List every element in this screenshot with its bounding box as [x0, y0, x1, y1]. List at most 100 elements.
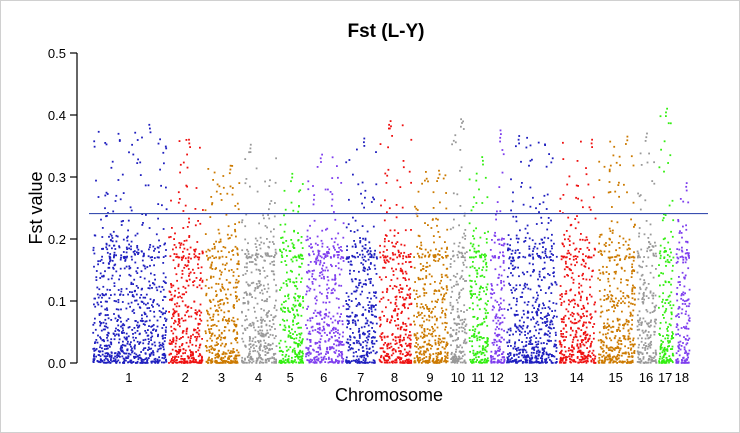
snp-point: [414, 345, 416, 348]
snp-point: [323, 275, 325, 278]
snp-point: [152, 350, 154, 352]
snp-point: [215, 325, 218, 327]
snp-point: [495, 218, 497, 221]
snp-point: [151, 343, 154, 346]
snp-point: [267, 336, 270, 338]
snp-point: [205, 294, 208, 297]
snp-point: [327, 269, 329, 272]
snp-point: [278, 359, 281, 362]
snp-point: [334, 319, 337, 322]
snp-point: [551, 247, 553, 250]
snp-point: [500, 302, 502, 305]
snp-point: [233, 307, 235, 309]
snp-point: [350, 263, 353, 266]
snp-point: [417, 347, 420, 350]
snp-point: [434, 342, 437, 344]
snp-point: [254, 243, 257, 245]
snp-point: [313, 194, 316, 196]
snp-point: [546, 324, 548, 326]
snp-point: [483, 317, 485, 320]
snp-point: [399, 334, 402, 337]
snp-point: [103, 355, 106, 358]
snp-point: [369, 256, 372, 258]
snp-point: [364, 189, 367, 192]
snp-point: [375, 351, 378, 354]
snp-point: [442, 288, 445, 290]
snp-point: [355, 285, 358, 288]
snp-point: [398, 341, 401, 344]
snp-point: [95, 355, 97, 358]
snp-point: [348, 346, 350, 348]
snp-point: [483, 290, 485, 293]
snp-point: [162, 256, 165, 258]
snp-point: [458, 291, 461, 294]
snp-point: [215, 353, 218, 356]
snp-point: [428, 314, 430, 317]
snp-point: [269, 348, 272, 351]
snp-point: [293, 296, 295, 299]
snp-point: [241, 310, 243, 313]
snp-point: [394, 309, 397, 312]
snp-point: [174, 232, 176, 235]
snp-point: [100, 337, 102, 340]
snp-point: [345, 161, 348, 164]
snp-point: [265, 361, 268, 364]
snp-point: [457, 314, 460, 317]
snp-point: [468, 222, 471, 225]
snp-point: [165, 358, 167, 361]
snp-point: [349, 230, 352, 232]
snp-point: [207, 248, 210, 251]
snp-point: [532, 296, 535, 299]
snp-point: [548, 314, 550, 316]
snp-point: [528, 253, 531, 256]
snp-point: [174, 357, 176, 359]
snp-point: [280, 254, 283, 257]
snp-point: [215, 256, 217, 259]
snp-point: [536, 360, 538, 363]
snp-point: [445, 322, 448, 325]
snp-point: [161, 357, 164, 359]
snp-point: [491, 355, 494, 358]
snp-point: [419, 350, 422, 353]
snp-point: [355, 358, 358, 361]
snp-point: [266, 226, 268, 229]
snp-point: [437, 342, 440, 344]
snp-point: [495, 351, 498, 353]
snp-point: [423, 357, 426, 359]
snp-point: [340, 284, 343, 287]
snp-point: [99, 272, 102, 275]
snp-point: [346, 245, 348, 248]
snp-point: [337, 298, 340, 300]
snp-point: [116, 356, 118, 359]
snp-point: [146, 362, 149, 364]
snp-point: [196, 311, 199, 314]
snp-point: [414, 361, 417, 364]
snp-point: [316, 255, 319, 258]
snp-point: [205, 250, 208, 253]
snp-point: [356, 252, 359, 254]
snp-point: [175, 253, 178, 256]
snp-point: [125, 251, 128, 254]
snp-point: [366, 355, 369, 358]
snp-point: [141, 250, 143, 253]
snp-point: [484, 346, 487, 349]
snp-point: [93, 303, 95, 306]
snp-point: [113, 359, 115, 362]
snp-point: [495, 315, 497, 317]
snp-point: [108, 266, 111, 269]
snp-point: [524, 345, 527, 347]
snp-point: [186, 309, 189, 312]
snp-point: [135, 337, 137, 339]
snp-point: [541, 251, 544, 254]
snp-point: [397, 251, 400, 254]
snp-point: [162, 343, 165, 346]
snp-point: [118, 245, 120, 248]
snp-point: [464, 361, 467, 364]
snp-point: [308, 289, 311, 292]
snp-point: [475, 250, 478, 253]
snp-point: [131, 361, 133, 364]
snp-point: [173, 327, 176, 330]
snp-point: [232, 350, 234, 353]
snp-point: [425, 275, 428, 277]
snp-point: [155, 330, 157, 332]
